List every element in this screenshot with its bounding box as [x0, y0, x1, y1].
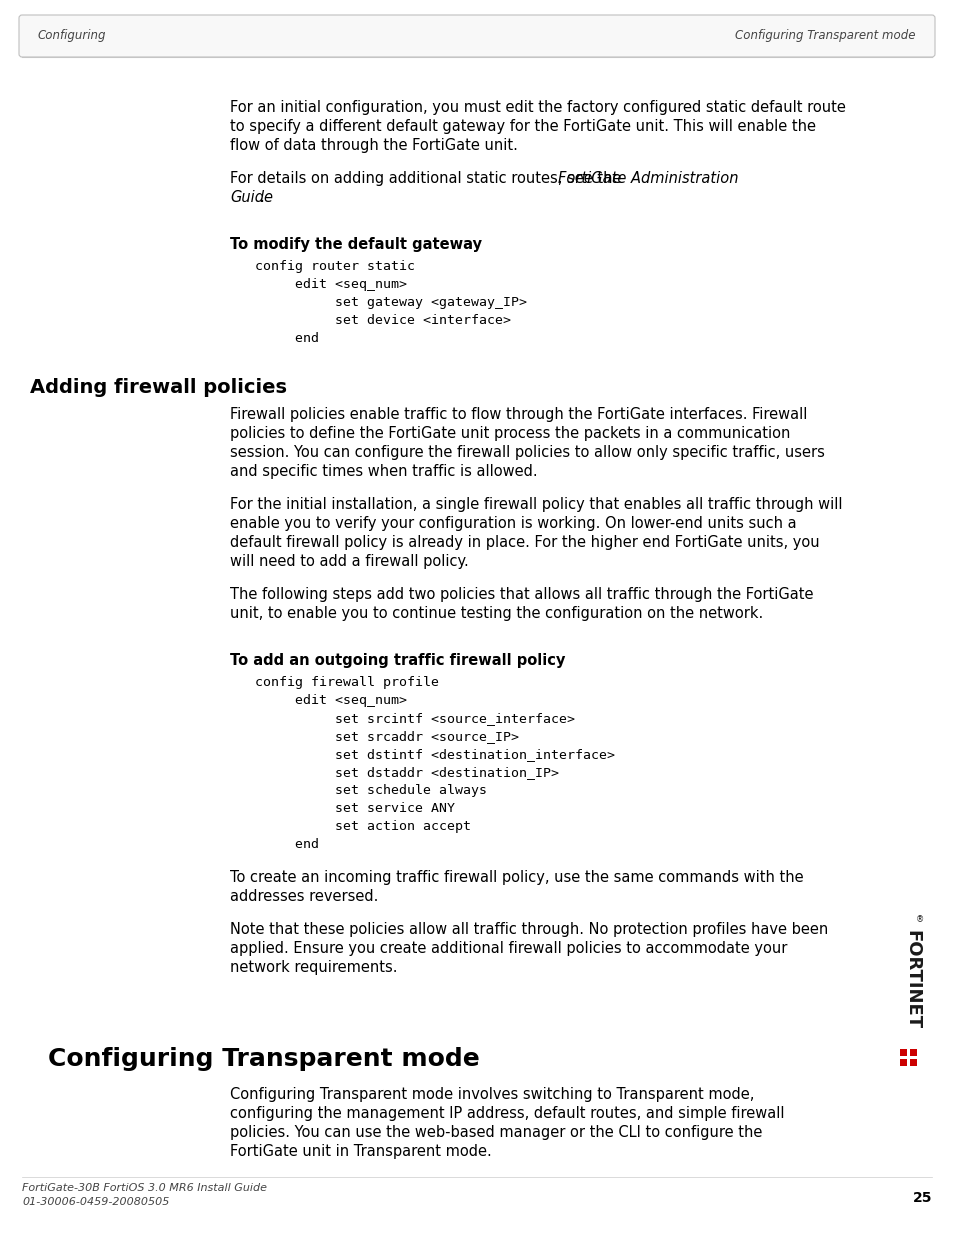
Text: to specify a different default gateway for the FortiGate unit. This will enable : to specify a different default gateway f… [230, 119, 815, 135]
Text: network requirements.: network requirements. [230, 960, 397, 974]
Bar [909, 1049, 917, 1056]
Text: For an initial configuration, you must edit the factory configured static defaul: For an initial configuration, you must e… [230, 100, 845, 115]
Text: Guide: Guide [230, 190, 273, 205]
Text: policies to define the FortiGate unit process the packets in a communication: policies to define the FortiGate unit pr… [230, 426, 789, 441]
Text: For the initial installation, a single firewall policy that enables all traffic : For the initial installation, a single f… [230, 496, 841, 513]
Text: configuring the management IP address, default routes, and simple firewall: configuring the management IP address, d… [230, 1107, 783, 1121]
Text: default firewall policy is already in place. For the higher end FortiGate units,: default firewall policy is already in pl… [230, 535, 819, 550]
Text: enable you to verify your configuration is working. On lower-end units such a: enable you to verify your configuration … [230, 516, 796, 531]
Text: will need to add a firewall policy.: will need to add a firewall policy. [230, 555, 468, 569]
Text: For details on adding additional static routes, see the: For details on adding additional static … [230, 170, 625, 186]
Text: Configuring Transparent mode involves switching to Transparent mode,: Configuring Transparent mode involves sw… [230, 1087, 754, 1102]
Text: flow of data through the FortiGate unit.: flow of data through the FortiGate unit. [230, 138, 517, 153]
Text: applied. Ensure you create additional firewall policies to accommodate your: applied. Ensure you create additional fi… [230, 941, 786, 956]
Text: set srcintf <source_interface>: set srcintf <source_interface> [254, 713, 575, 725]
Text: policies. You can use the web-based manager or the CLI to configure the: policies. You can use the web-based mana… [230, 1125, 761, 1140]
Text: set service ANY: set service ANY [254, 802, 455, 815]
Text: Configuring: Configuring [38, 28, 107, 42]
Text: Note that these policies allow all traffic through. No protection profiles have : Note that these policies allow all traff… [230, 923, 827, 937]
Text: The following steps add two policies that allows all traffic through the FortiGa: The following steps add two policies tha… [230, 587, 813, 601]
Text: .: . [259, 190, 264, 205]
Text: end: end [254, 839, 318, 851]
Text: edit <seq_num>: edit <seq_num> [254, 278, 407, 291]
Text: unit, to enable you to continue testing the configuration on the network.: unit, to enable you to continue testing … [230, 606, 762, 621]
Text: Configuring Transparent mode: Configuring Transparent mode [48, 1047, 479, 1071]
Text: config firewall profile: config firewall profile [254, 676, 438, 689]
Text: session. You can configure the firewall policies to allow only specific traffic,: session. You can configure the firewall … [230, 445, 824, 459]
Bar [900, 1049, 906, 1056]
Text: 25: 25 [911, 1191, 931, 1205]
Text: addresses reversed.: addresses reversed. [230, 889, 378, 904]
Text: set action accept: set action accept [254, 820, 471, 832]
Text: Configuring Transparent mode: Configuring Transparent mode [735, 28, 915, 42]
FancyBboxPatch shape [19, 15, 934, 57]
Text: config router static: config router static [254, 261, 415, 273]
Text: ®: ® [915, 915, 923, 925]
Text: set schedule always: set schedule always [254, 784, 486, 797]
Text: end: end [254, 332, 318, 345]
Text: set dstintf <destination_interface>: set dstintf <destination_interface> [254, 748, 615, 761]
Text: FORTINET: FORTINET [902, 930, 920, 1030]
Text: 01-30006-0459-20080505: 01-30006-0459-20080505 [22, 1197, 170, 1207]
Bar [909, 1058, 917, 1066]
Text: set srcaddr <source_IP>: set srcaddr <source_IP> [254, 730, 518, 743]
Text: set dstaddr <destination_IP>: set dstaddr <destination_IP> [254, 766, 558, 779]
Text: Firewall policies enable traffic to flow through the FortiGate interfaces. Firew: Firewall policies enable traffic to flow… [230, 408, 806, 422]
Bar [900, 1058, 906, 1066]
Text: and specific times when traffic is allowed.: and specific times when traffic is allow… [230, 464, 537, 479]
Text: set gateway <gateway_IP>: set gateway <gateway_IP> [254, 296, 526, 309]
Text: To create an incoming traffic firewall policy, use the same commands with the: To create an incoming traffic firewall p… [230, 869, 802, 885]
Text: FortiGate-30B FortiOS 3.0 MR6 Install Guide: FortiGate-30B FortiOS 3.0 MR6 Install Gu… [22, 1183, 267, 1193]
Text: To modify the default gateway: To modify the default gateway [230, 237, 481, 252]
Text: set device <interface>: set device <interface> [254, 314, 511, 327]
Text: To add an outgoing traffic firewall policy: To add an outgoing traffic firewall poli… [230, 653, 565, 668]
Text: edit <seq_num>: edit <seq_num> [254, 694, 407, 706]
Text: FortiGate unit in Transparent mode.: FortiGate unit in Transparent mode. [230, 1144, 491, 1158]
Text: Adding firewall policies: Adding firewall policies [30, 378, 287, 396]
Text: FortiGate Administration: FortiGate Administration [557, 170, 738, 186]
